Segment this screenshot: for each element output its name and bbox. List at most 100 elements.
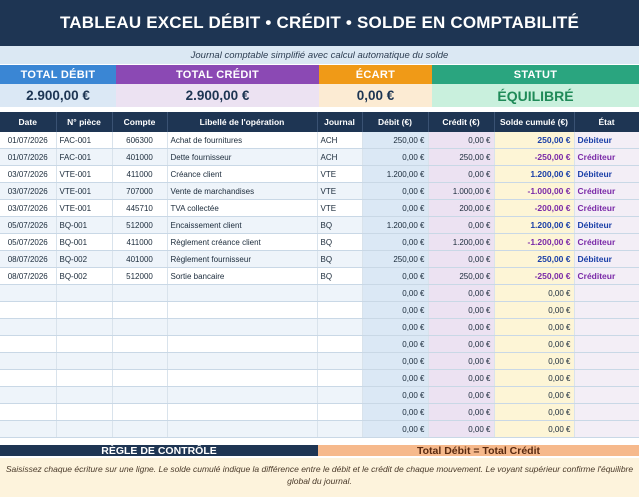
debit-cell[interactable]: 0,00 € <box>362 369 429 387</box>
status-cell[interactable]: Créditeur <box>574 199 639 217</box>
date-cell[interactable]: 08/07/2026 <box>0 250 57 268</box>
journal-cell[interactable]: BQ <box>317 233 363 251</box>
total-debit-value[interactable]: 2.900,00 € <box>0 84 116 107</box>
balance-cell[interactable]: 0,00 € <box>494 369 575 387</box>
table-row[interactable]: 05/07/2026 BQ-001 512000 Encaissement clien… <box>0 216 639 234</box>
journal-cell[interactable]: VTE <box>317 182 363 200</box>
journal-cell[interactable] <box>317 318 363 336</box>
journal-cell[interactable] <box>317 420 363 438</box>
status-cell[interactable] <box>574 335 639 353</box>
debit-cell[interactable]: 0,00 € <box>362 386 429 404</box>
column-header[interactable]: Libellé de l'opération <box>167 112 318 132</box>
table-row[interactable]: 03/07/2026 VTE-001 411000 Créance client VTE… <box>0 165 639 183</box>
status-cell[interactable]: Créditeur <box>574 148 639 166</box>
credit-cell[interactable]: 0,00 € <box>428 352 495 370</box>
debit-cell[interactable]: 0,00 € <box>362 335 429 353</box>
date-cell[interactable]: 01/07/2026 <box>0 132 57 149</box>
credit-cell[interactable]: 200,00 € <box>428 199 495 217</box>
balance-cell[interactable]: 250,00 € <box>494 132 575 149</box>
credit-cell[interactable]: 0,00 € <box>428 318 495 336</box>
table-row[interactable]: 0,00 €0,00 €0,00 € <box>0 284 639 302</box>
piece-cell[interactable]: VTE-001 <box>56 165 113 183</box>
table-row[interactable]: 0,00 €0,00 €0,00 € <box>0 301 639 319</box>
label-cell[interactable]: Règlement fournisseur <box>167 250 318 268</box>
account-cell[interactable] <box>112 403 168 421</box>
journal-cell[interactable]: VTE <box>317 165 363 183</box>
label-cell[interactable]: Sortie bancaire <box>167 267 318 285</box>
label-cell[interactable]: Règlement créance client <box>167 233 318 251</box>
label-cell[interactable] <box>167 318 318 336</box>
balance-cell[interactable]: -1.000,00 € <box>494 182 575 200</box>
debit-cell[interactable]: 0,00 € <box>362 233 429 251</box>
label-cell[interactable] <box>167 403 318 421</box>
balance-cell[interactable]: 250,00 € <box>494 250 575 268</box>
balance-cell[interactable]: -250,00 € <box>494 267 575 285</box>
status-cell[interactable]: Débiteur <box>574 216 639 234</box>
journal-cell[interactable]: BQ <box>317 216 363 234</box>
piece-cell[interactable]: FAC-001 <box>56 148 113 166</box>
credit-cell[interactable]: 1.200,00 € <box>428 233 495 251</box>
debit-cell[interactable]: 0,00 € <box>362 420 429 438</box>
journal-cell[interactable]: ACH <box>317 132 363 149</box>
debit-cell[interactable]: 0,00 € <box>362 301 429 319</box>
balance-cell[interactable]: 0,00 € <box>494 318 575 336</box>
debit-cell[interactable]: 0,00 € <box>362 284 429 302</box>
status-cell[interactable] <box>574 284 639 302</box>
account-cell[interactable]: 512000 <box>112 267 168 285</box>
account-cell[interactable] <box>112 301 168 319</box>
label-cell[interactable] <box>167 369 318 387</box>
date-cell[interactable]: 01/07/2026 <box>0 148 57 166</box>
status-cell[interactable] <box>574 369 639 387</box>
journal-cell[interactable] <box>317 284 363 302</box>
piece-cell[interactable]: VTE-001 <box>56 182 113 200</box>
account-cell[interactable] <box>112 369 168 387</box>
account-cell[interactable] <box>112 386 168 404</box>
status-cell[interactable]: Débiteur <box>574 165 639 183</box>
date-cell[interactable]: 03/07/2026 <box>0 182 57 200</box>
debit-cell[interactable]: 0,00 € <box>362 182 429 200</box>
date-cell[interactable]: 03/07/2026 <box>0 165 57 183</box>
journal-cell[interactable] <box>317 403 363 421</box>
balance-cell[interactable]: 0,00 € <box>494 352 575 370</box>
debit-cell[interactable]: 1.200,00 € <box>362 216 429 234</box>
account-cell[interactable]: 512000 <box>112 216 168 234</box>
account-cell[interactable] <box>112 352 168 370</box>
account-cell[interactable]: 401000 <box>112 148 168 166</box>
journal-cell[interactable] <box>317 335 363 353</box>
date-cell[interactable] <box>0 386 57 404</box>
balance-cell[interactable]: -200,00 € <box>494 199 575 217</box>
date-cell[interactable]: 05/07/2026 <box>0 216 57 234</box>
piece-cell[interactable] <box>56 352 113 370</box>
piece-cell[interactable]: BQ-001 <box>56 233 113 251</box>
date-cell[interactable]: 08/07/2026 <box>0 267 57 285</box>
account-cell[interactable]: 411000 <box>112 165 168 183</box>
piece-cell[interactable]: BQ-001 <box>56 216 113 234</box>
table-row[interactable]: 01/07/2026 FAC-001 606300 Achat de fournitu… <box>0 132 639 149</box>
date-cell[interactable] <box>0 420 57 438</box>
piece-cell[interactable] <box>56 403 113 421</box>
column-header[interactable]: État <box>574 112 639 132</box>
balance-cell[interactable]: 0,00 € <box>494 403 575 421</box>
date-cell[interactable]: 05/07/2026 <box>0 233 57 251</box>
balance-cell[interactable]: 0,00 € <box>494 420 575 438</box>
piece-cell[interactable] <box>56 284 113 302</box>
piece-cell[interactable]: FAC-001 <box>56 132 113 149</box>
status-cell[interactable]: Créditeur <box>574 233 639 251</box>
column-header[interactable]: Journal <box>317 112 363 132</box>
journal-cell[interactable]: BQ <box>317 250 363 268</box>
debit-cell[interactable]: 0,00 € <box>362 267 429 285</box>
status-cell[interactable]: Créditeur <box>574 267 639 285</box>
label-cell[interactable] <box>167 420 318 438</box>
account-cell[interactable] <box>112 284 168 302</box>
date-cell[interactable] <box>0 301 57 319</box>
table-row[interactable]: 08/07/2026 BQ-002 401000 Règlement fourniss… <box>0 250 639 268</box>
account-cell[interactable]: 707000 <box>112 182 168 200</box>
account-cell[interactable]: 401000 <box>112 250 168 268</box>
credit-cell[interactable]: 1.000,00 € <box>428 182 495 200</box>
account-cell[interactable]: 606300 <box>112 132 168 149</box>
status-cell[interactable] <box>574 352 639 370</box>
piece-cell[interactable] <box>56 335 113 353</box>
status-cell[interactable] <box>574 318 639 336</box>
credit-cell[interactable]: 0,00 € <box>428 369 495 387</box>
credit-cell[interactable]: 250,00 € <box>428 148 495 166</box>
